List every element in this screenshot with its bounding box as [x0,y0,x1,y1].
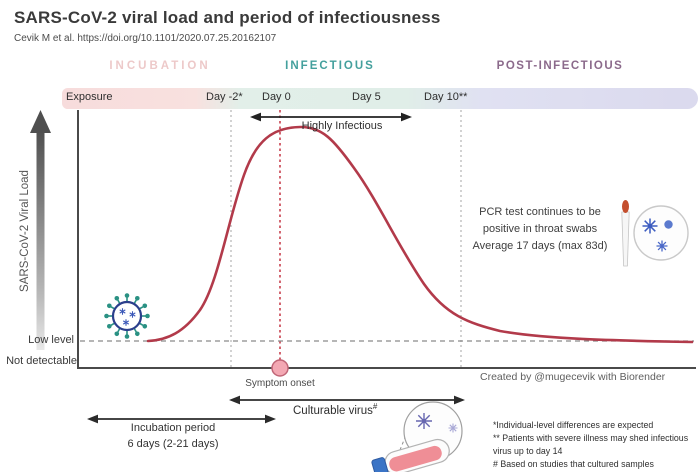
pcr-note: PCR test continues to be positive in thr… [455,204,625,255]
page-title: SARS-CoV-2 viral load and period of infe… [14,8,441,27]
throat-swab-icon [621,200,689,267]
viral-load-curve [146,125,694,344]
symptom-onset-dot [271,359,289,377]
symptom-onset-label: Symptom onset [245,378,315,389]
highly-infectious-arrow [250,112,412,122]
highly-infectious-label: Highly Infectious [301,120,383,132]
culturable-virus-footmark: # [372,402,378,411]
timeline-exposure: Exposure [66,91,113,103]
culturable-virus-label: Culturable virus# [293,402,377,417]
phase-label-incubation: INCUBATION [109,60,211,72]
virus-icon [104,293,150,339]
incubation-period-arrow [87,414,276,424]
timeline-day5: Day 5 [352,91,381,103]
incubation-period-line2: 6 days (2-21 days) [127,437,219,450]
phase-label-post-infectious: POST-INFECTIOUS [496,60,624,72]
incubation-period-line1: Incubation period [130,422,216,434]
pcr-note-line1: PCR test continues to be [479,206,601,218]
culturable-virus-arrow [229,395,465,405]
footnote-3: # Based on studies that cultured samples [493,458,654,469]
culturable-virus-text: Culturable virus [293,404,373,417]
timeline-day0: Day 0 [262,91,291,103]
footnote-2: ** Patients with severe illness may shed… [493,433,689,456]
low-level-label: Low level [28,334,74,346]
credit-text: Created by @mugecevik with Biorender [480,371,666,383]
citation-text: Cevik M et al. https://doi.org/10.1101/2… [14,33,277,44]
viral-load-axis-arrow [30,110,51,350]
y-axis-label: SARS-CoV-2 Viral Load [19,170,31,292]
timeline-bar [62,88,698,109]
culture-flask-icon [371,401,463,472]
incubation-period-note: Incubation period 6 days (2-21 days) [103,421,243,453]
footnote-1: *Individual-level differences are expect… [493,420,654,430]
phase-label-infectious: INFECTIOUS [285,60,375,72]
chart-axes [77,110,696,369]
timeline-day-minus2: Day -2* [206,91,243,103]
pcr-note-line3: Average 17 days (max 83d) [472,240,608,253]
footnotes: *Individual-level differences are expect… [493,419,697,471]
pcr-note-line2: positive in throat swabs [482,223,598,236]
not-detectable-label: Not detectable [6,355,77,367]
timeline-day10: Day 10** [424,91,468,103]
